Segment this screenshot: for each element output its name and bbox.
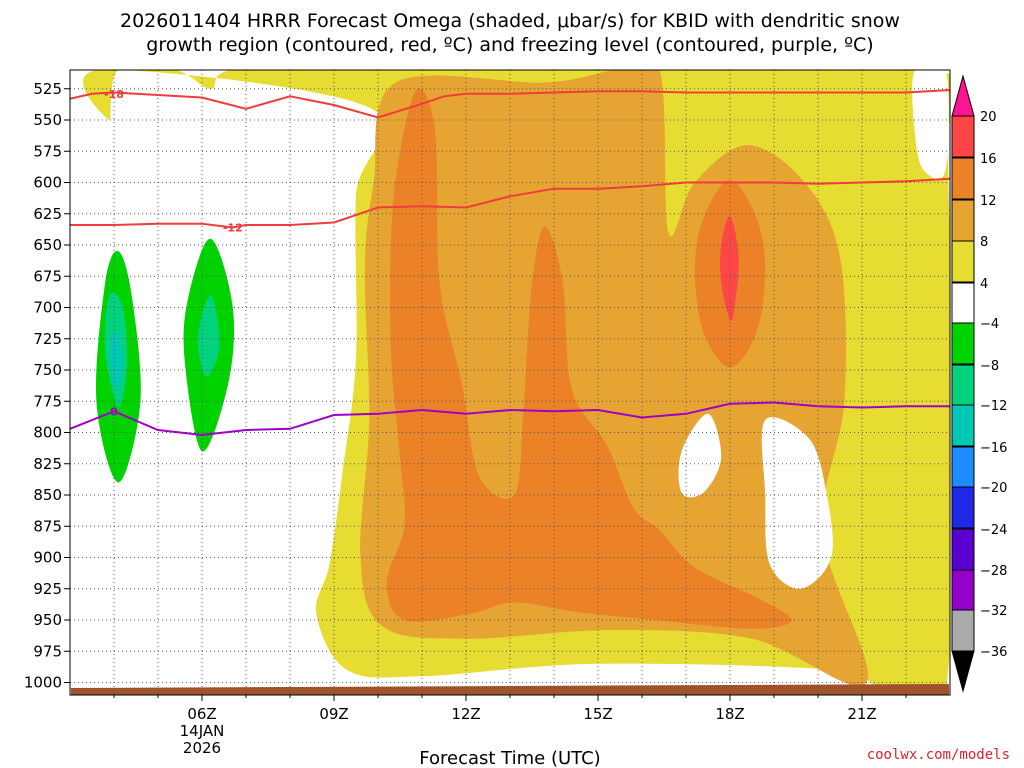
x-date-label: 14JAN bbox=[180, 722, 225, 740]
colorbar-label-6: −8 bbox=[980, 359, 999, 374]
omega-region-white-7 bbox=[761, 417, 833, 589]
colorbar-swatch-yellow bbox=[951, 240, 975, 283]
dgz-contour-1-label: -12 bbox=[223, 222, 243, 235]
colorbar-label-5: −4 bbox=[980, 317, 999, 332]
colorbar-bottom-arrow bbox=[951, 650, 975, 693]
y-tick-label-550: 550 bbox=[33, 111, 62, 129]
colorbar-swatch-gold bbox=[951, 199, 975, 242]
y-tick-label-975: 975 bbox=[33, 642, 62, 660]
temperature-contours: -18 -12 0 bbox=[70, 88, 950, 437]
pressure-axis: 525 550 575 600 625 650 675 700 725 750 775 800 825 8… bbox=[24, 80, 70, 692]
y-tick-label-950: 950 bbox=[33, 611, 62, 629]
x-year-label: 2026 bbox=[183, 739, 221, 757]
x-tick-label-12Z: 12Z bbox=[451, 705, 480, 723]
y-tick-label-625: 625 bbox=[33, 205, 62, 223]
colorbar-swatch-orange bbox=[951, 157, 975, 200]
freezing-level-contour-line bbox=[70, 401, 950, 437]
y-tick-label-700: 700 bbox=[33, 299, 62, 317]
chart-title-line1: 2026011404 HRRR Forecast Omega (shaded, … bbox=[120, 10, 900, 32]
y-tick-label-1000: 1000 bbox=[24, 674, 62, 692]
colorbar-label-8: −16 bbox=[980, 441, 1007, 456]
colorbar-label-1: 16 bbox=[980, 152, 997, 167]
y-tick-label-925: 925 bbox=[33, 580, 62, 598]
colorbar-label-2: 12 bbox=[980, 194, 997, 209]
y-tick-label-675: 675 bbox=[33, 267, 62, 285]
colorbar-swatch-violet bbox=[951, 528, 975, 571]
colorbar-swatch-purple bbox=[951, 569, 975, 612]
colorbar-label-11: −28 bbox=[980, 564, 1007, 579]
colorbar-swatch-gray bbox=[951, 609, 975, 652]
y-tick-label-750: 750 bbox=[33, 361, 62, 379]
y-tick-label-525: 525 bbox=[33, 80, 62, 98]
dgz-contour-0-label: -18 bbox=[104, 88, 124, 101]
colorbar-swatch-lightblue bbox=[951, 446, 975, 489]
x-tick-label-18Z: 18Z bbox=[715, 705, 744, 723]
y-tick-label-900: 900 bbox=[33, 549, 62, 567]
y-tick-label-650: 650 bbox=[33, 236, 62, 254]
y-tick-label-825: 825 bbox=[33, 455, 62, 473]
colorbar-label-9: −20 bbox=[980, 481, 1007, 496]
omega-region-orange-2 bbox=[386, 88, 792, 629]
x-tick-label-06Z: 06Z bbox=[187, 705, 216, 723]
colorbar-swatch-green bbox=[951, 322, 975, 365]
omega-colorbar: 20 16 12 8 4 −4 −8 −12 −16 −20 −24 −28 −32 −36 bbox=[951, 74, 1007, 693]
colorbar-label-10: −24 bbox=[980, 523, 1007, 538]
colorbar-label-12: −32 bbox=[980, 604, 1007, 619]
colorbar-label-7: −12 bbox=[980, 399, 1007, 414]
dgz-contour-0-line bbox=[70, 89, 950, 119]
omega-shading bbox=[83, 70, 950, 695]
colorbar-label-4: 4 bbox=[980, 277, 988, 292]
x-axis-title: Forecast Time (UTC) bbox=[419, 748, 600, 768]
dotted-grid bbox=[70, 70, 950, 695]
freezing-level-contour-label: 0 bbox=[110, 405, 118, 418]
y-tick-label-775: 775 bbox=[33, 392, 62, 410]
y-tick-label-725: 725 bbox=[33, 330, 62, 348]
dgz-contour-1-line bbox=[70, 177, 950, 229]
x-tick-label-15Z: 15Z bbox=[583, 705, 612, 723]
colorbar-swatch-blue bbox=[951, 486, 975, 529]
colorbar-swatch-white bbox=[951, 282, 975, 325]
y-tick-label-575: 575 bbox=[33, 142, 62, 160]
omega-region-emerald-12 bbox=[197, 294, 220, 377]
omega-region-teal-10 bbox=[109, 331, 123, 390]
omega-region-red-4 bbox=[720, 216, 739, 322]
colorbar-swatch-red bbox=[951, 115, 975, 158]
colorbar-swatch-teal bbox=[951, 404, 975, 447]
omega-region-white-6 bbox=[678, 413, 722, 498]
colorbar-swatch-emerald bbox=[951, 364, 975, 407]
omega-region-white-5 bbox=[912, 70, 949, 179]
credit-text: coolwx.com/models bbox=[867, 747, 1010, 763]
x-tick-label-09Z: 09Z bbox=[319, 705, 348, 723]
y-tick-label-600: 600 bbox=[33, 174, 62, 192]
colorbar-label-0: 20 bbox=[980, 110, 997, 125]
colorbar-label-3: 8 bbox=[980, 235, 988, 250]
chart-title-line2: growth region (contoured, red, ºC) and f… bbox=[146, 34, 873, 56]
y-tick-label-800: 800 bbox=[33, 424, 62, 442]
y-tick-label-875: 875 bbox=[33, 517, 62, 535]
x-tick-label-21Z: 21Z bbox=[847, 705, 876, 723]
colorbar-label-13: −36 bbox=[980, 645, 1007, 660]
y-tick-label-850: 850 bbox=[33, 486, 62, 504]
